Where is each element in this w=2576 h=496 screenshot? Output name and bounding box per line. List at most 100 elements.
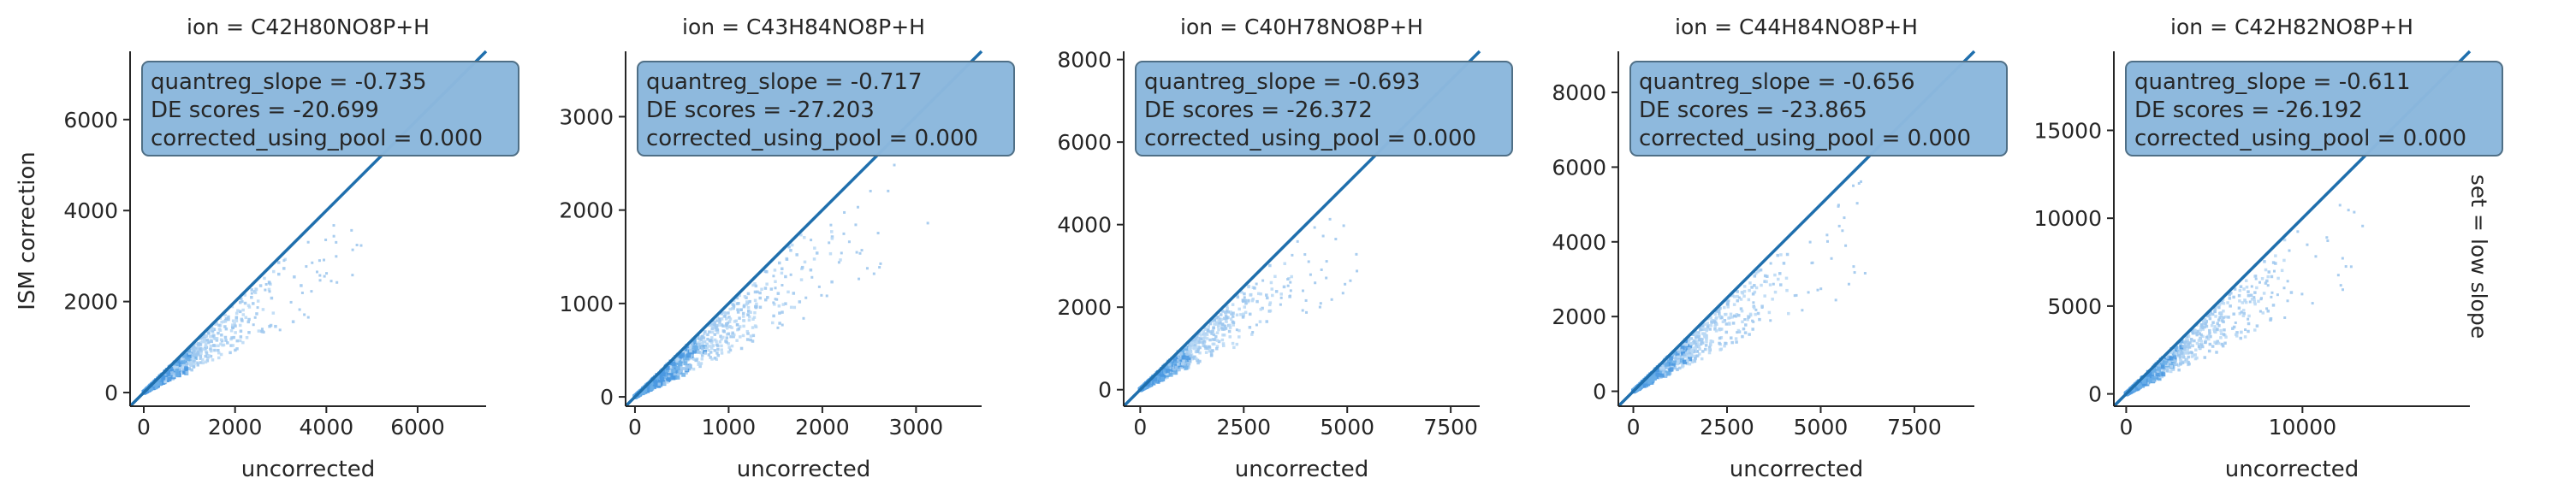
data-point [1173, 361, 1178, 366]
data-point [1718, 341, 1721, 345]
y-tick-label: 0 [104, 381, 118, 405]
data-point [710, 346, 714, 351]
data-point [1714, 329, 1718, 333]
x-tick-label: 0 [628, 415, 642, 440]
data-point [178, 366, 181, 370]
data-point [2244, 279, 2248, 282]
data-point [1224, 310, 1227, 315]
y-tick-label: 0 [1593, 380, 1606, 404]
data-point [1243, 298, 1247, 303]
data-point [2172, 355, 2177, 360]
data-point [241, 313, 246, 316]
data-point [681, 372, 686, 377]
data-point [1226, 310, 1231, 314]
data-point [727, 332, 731, 336]
data-point [1225, 309, 1229, 313]
data-point [737, 302, 740, 305]
data-point [652, 378, 657, 383]
data-point [1204, 351, 1208, 354]
data-point [268, 290, 271, 293]
data-point [773, 269, 777, 272]
data-point [2219, 311, 2223, 315]
data-point [2171, 351, 2176, 356]
data-point [2142, 379, 2147, 384]
data-point [2208, 332, 2211, 335]
data-point [715, 328, 719, 332]
data-point [2198, 337, 2202, 340]
data-point [1684, 345, 1689, 351]
data-point [1834, 298, 1837, 302]
data-point [282, 267, 286, 270]
data-point [1157, 371, 1162, 376]
data-point [1205, 333, 1209, 337]
data-point [710, 330, 715, 334]
data-point [1672, 360, 1677, 365]
data-point [2232, 295, 2235, 299]
data-point [2180, 351, 2183, 355]
annotation-line: DE scores = -26.372 [1144, 97, 1373, 123]
data-point [1226, 304, 1229, 309]
data-point [1243, 310, 1248, 315]
data-point [197, 341, 200, 345]
data-point [1301, 289, 1304, 292]
data-point [2231, 327, 2235, 330]
data-point [2222, 316, 2225, 320]
data-point [1241, 298, 1245, 302]
data-point [2227, 316, 2230, 319]
data-point [760, 287, 763, 292]
data-point [1213, 338, 1217, 341]
data-point [1752, 301, 1755, 304]
data-point [719, 334, 722, 338]
data-point [1222, 334, 1226, 337]
data-point [710, 336, 714, 340]
data-point [2219, 332, 2223, 335]
data-point [1228, 323, 1232, 328]
data-point [675, 375, 680, 380]
data-point [257, 329, 261, 333]
data-point [2156, 372, 2161, 377]
data-point [709, 322, 714, 325]
data-point [2131, 387, 2136, 392]
data-point [324, 238, 328, 241]
data-point [684, 349, 687, 353]
annotation-box [637, 61, 1015, 156]
data-point [240, 319, 244, 322]
data-point [772, 301, 775, 304]
x-tick-label: 2000 [208, 415, 263, 440]
data-point [2156, 366, 2161, 371]
data-point [2185, 334, 2189, 339]
data-point [255, 312, 258, 316]
data-point [1188, 346, 1191, 351]
data-point [2207, 337, 2211, 341]
data-point [2263, 260, 2266, 263]
data-point [239, 329, 243, 333]
data-point [1692, 346, 1695, 350]
data-point [813, 246, 816, 250]
annotation-line: corrected_using_pool = 0.000 [2134, 126, 2466, 151]
data-point [1168, 366, 1172, 369]
data-point [217, 351, 221, 355]
data-point [234, 331, 237, 334]
data-point [725, 322, 728, 326]
data-point [812, 257, 816, 261]
data-point [1743, 331, 1748, 334]
data-point [289, 300, 293, 304]
data-point [245, 335, 249, 340]
data-point [2222, 333, 2226, 336]
data-point [1662, 369, 1666, 373]
data-point [201, 361, 205, 365]
data-point [188, 357, 193, 362]
data-point [1202, 333, 1207, 336]
data-point [1268, 263, 1272, 268]
data-point [658, 372, 663, 377]
data-point [2211, 312, 2215, 316]
data-point [721, 335, 725, 340]
data-point [2249, 293, 2253, 298]
data-point [1243, 292, 1246, 296]
data-point [745, 338, 750, 341]
data-point [2147, 371, 2152, 376]
data-point [1677, 359, 1681, 363]
data-point [2202, 322, 2205, 325]
data-point [1687, 340, 1691, 344]
data-point [673, 372, 676, 376]
